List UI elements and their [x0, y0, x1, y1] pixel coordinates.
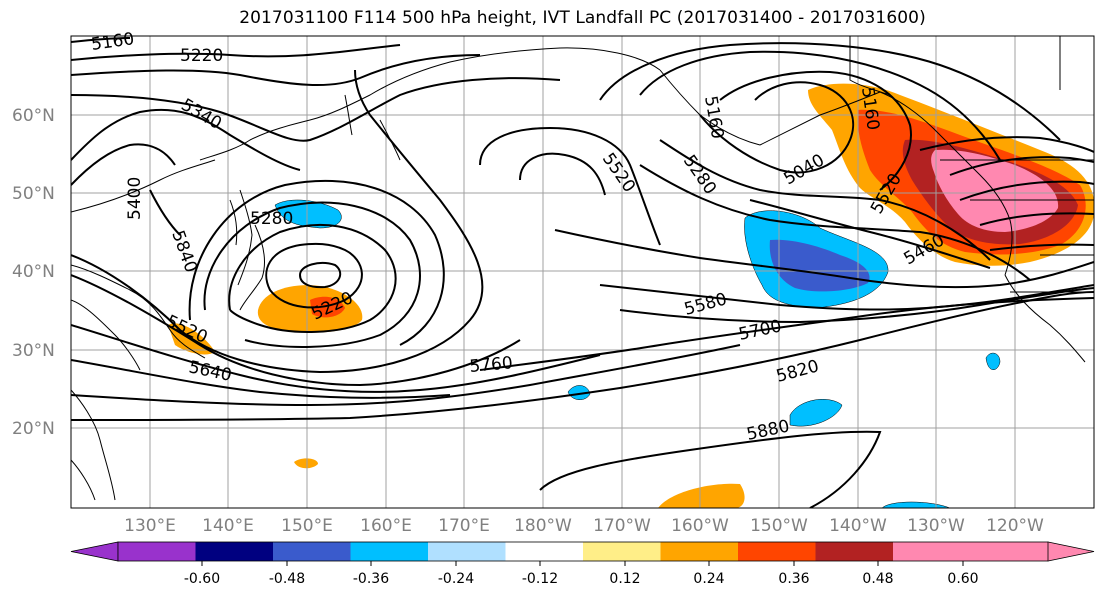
longitude-label: 160°E [360, 516, 412, 536]
ivt-positive-region-japan [257, 285, 363, 333]
graticule [71, 36, 1094, 508]
colorbar-swatch [428, 542, 506, 561]
colorbar-tick-label: 0.24 [693, 571, 724, 587]
colorbar-tick-label: 0.48 [862, 571, 893, 587]
colorbar-swatch [660, 542, 739, 561]
height-contours [71, 37, 1094, 508]
colorbar: -0.60 -0.48 -0.36 -0.24 -0.12 0.12 0.24 0.36 0.4… [70, 541, 1095, 587]
contour-label: 5220 [180, 46, 223, 66]
ivt-negative-small-2 [789, 399, 843, 427]
colorbar-tick-label: -0.36 [353, 571, 389, 587]
latitude-labels: 60°N 50°N 40°N 30°N 20°N [12, 106, 55, 439]
longitude-label: 130°E [124, 516, 176, 536]
coastlines [71, 36, 1094, 501]
colorbar-tick-label: -0.12 [522, 571, 558, 587]
colorbar-swatch [350, 542, 429, 561]
longitude-label: 150°W [750, 516, 808, 536]
longitude-label: 180°W [514, 516, 572, 536]
map-area [71, 36, 1094, 508]
latitude-label: 30°N [12, 341, 55, 361]
colorbar-tick-label: 0.12 [609, 571, 640, 587]
ivt-negative-core-east [769, 239, 870, 292]
longitude-label: 170°E [438, 516, 490, 536]
contour-label: 5760 [469, 353, 514, 377]
colorbar-swatch [195, 542, 274, 561]
colorbar-extend-high [1047, 541, 1095, 562]
ivt-positive-small-2 [294, 458, 318, 469]
longitude-label: 140°E [202, 516, 254, 536]
ivt-negative-small-3 [985, 352, 1001, 370]
map-title: 2017031100 F114 500 hPa height, IVT Land… [239, 8, 926, 28]
longitude-label: 170°W [593, 516, 651, 536]
colorbar-swatch [273, 542, 351, 561]
longitude-label: 120°W [986, 516, 1044, 536]
map-border [70, 35, 1095, 509]
ivt-negative-region-japan [274, 199, 342, 229]
colorbar-tick-label: -0.60 [184, 571, 220, 587]
colorbar-swatch [738, 542, 816, 561]
ivt-negative-small-1 [567, 385, 591, 400]
ivt-positive-small-3 [658, 483, 745, 508]
ivt-positive-core-japan [310, 296, 345, 318]
longitude-label: 130°W [907, 516, 965, 536]
longitude-label: 150°E [281, 516, 333, 536]
colorbar-tick-label: 0.60 [947, 571, 978, 587]
colorbar-swatch [893, 542, 971, 561]
colorbar-swatch [583, 542, 661, 561]
latitude-label: 20°N [12, 419, 55, 439]
colorbar-swatch [118, 542, 196, 561]
contour-label: 5280 [250, 209, 293, 229]
latitude-label: 60°N [12, 106, 55, 126]
longitude-labels: 130°E 140°E 150°E 160°E 170°E 180°W 170°… [124, 516, 1044, 536]
colorbar-swatch [815, 542, 894, 561]
longitude-label: 140°W [829, 516, 887, 536]
latitude-label: 40°N [12, 262, 55, 282]
colorbar-border [117, 541, 1049, 562]
latitude-label: 50°N [12, 184, 55, 204]
colorbar-tick-label: 0.36 [778, 571, 809, 587]
contour-label: 5400 [125, 177, 145, 220]
longitude-label: 160°W [671, 516, 729, 536]
colorbar-tick-label: -0.48 [269, 571, 305, 587]
colorbar-tick-label: -0.24 [438, 571, 474, 587]
colorbar-swatch [970, 542, 1049, 561]
colorbar-swatch [505, 542, 584, 561]
colorbar-extend-low [70, 541, 119, 562]
